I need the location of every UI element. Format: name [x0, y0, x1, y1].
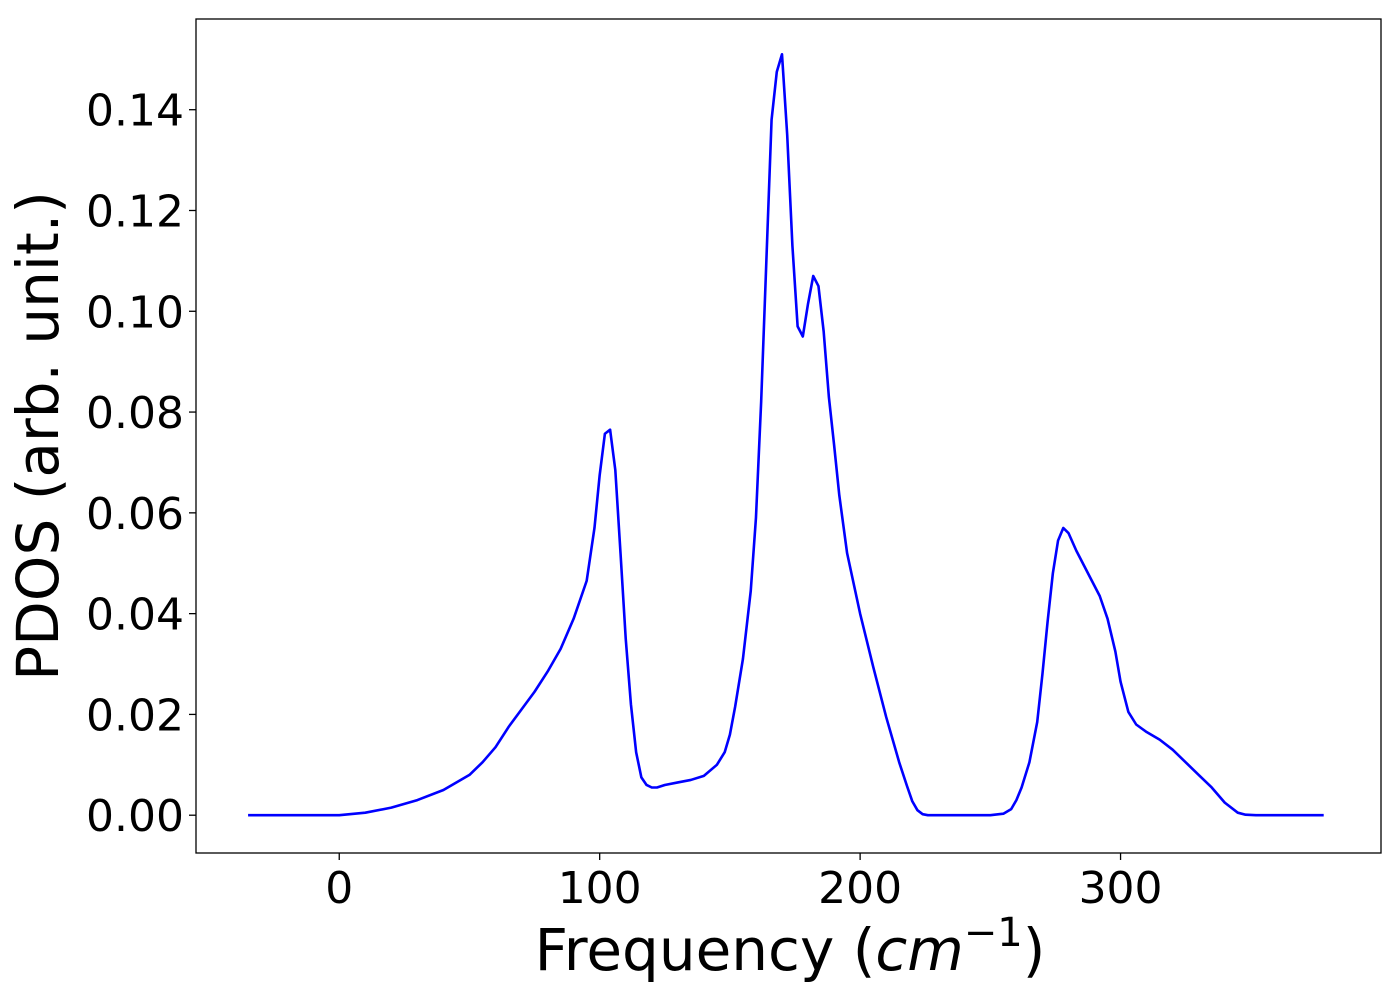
y-tick-label: 0.12	[86, 186, 184, 237]
y-tick-label: 0.08	[86, 388, 184, 439]
y-axis-label: PDOS (arb. unit.)	[4, 191, 72, 681]
y-tick-label: 0.02	[86, 690, 184, 741]
y-tick-label: 0.04	[86, 590, 184, 641]
y-tick-label: 0.10	[86, 287, 184, 338]
y-tick-label: 0.06	[86, 489, 184, 540]
y-tick-label: 0.14	[86, 86, 184, 137]
x-axis-ticks: 0 100 200 300	[325, 853, 1163, 914]
x-tick-label: 200	[818, 863, 902, 914]
x-tick-label: 300	[1079, 863, 1163, 914]
x-axis-label-close: )	[1023, 916, 1046, 984]
pdos-series-line	[248, 52, 1324, 817]
x-axis-label-math: cm	[875, 916, 963, 984]
x-axis-label-text: Frequency (	[535, 916, 876, 984]
x-axis-label-superscript: −1	[964, 910, 1023, 956]
y-axis-ticks: 0.00 0.02 0.04 0.06 0.08 0.10 0.12 0.14	[86, 86, 196, 842]
plot-frame	[195, 18, 1382, 854]
x-axis-label: Frequency (cm−1)	[535, 910, 1046, 984]
x-tick-label: 0	[325, 863, 353, 914]
y-tick-label: 0.00	[86, 791, 184, 842]
x-tick-label: 100	[558, 863, 642, 914]
